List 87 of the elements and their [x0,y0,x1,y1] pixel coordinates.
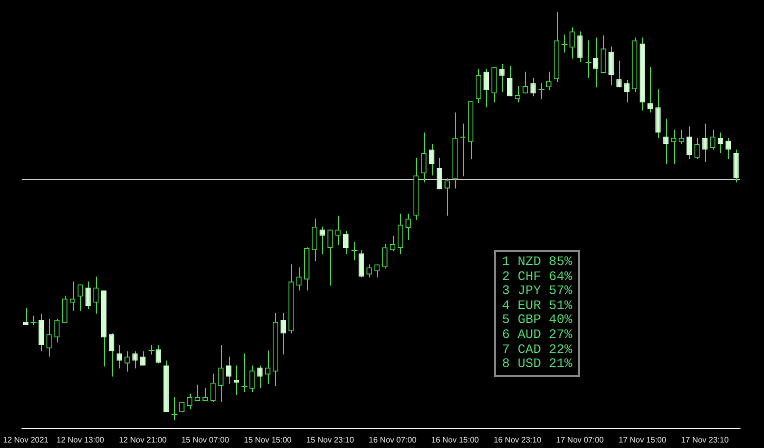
candlestick [444,178,450,216]
candlestick [624,79,630,103]
candlestick [335,215,341,246]
candlestick [522,71,528,94]
candlestick [54,318,60,343]
x-tick-label: 17 Nov 15:00 [618,435,667,444]
candlestick [608,46,614,86]
candlestick [530,77,536,97]
candlestick [670,129,676,164]
candlestick [733,149,739,183]
x-tick-label: 16 Nov 07:00 [368,435,417,444]
candlestick [663,118,669,164]
candlestick [678,129,684,144]
candlestick [476,68,482,104]
annotation: 7 CAD 22% [502,342,572,358]
x-tick-label: 12 Nov 21:00 [118,435,168,444]
candlestick [499,63,505,93]
candlestick [686,126,692,160]
x-tick-label: 15 Nov 07:00 [181,435,230,444]
candlestick [210,373,216,402]
x-tick-label: 12 Nov 13:00 [56,435,105,444]
candlestick [46,318,52,358]
candlestick [655,88,661,138]
candlestick [484,68,490,108]
candlestick [358,250,364,278]
candlestick [538,82,545,100]
annotation: 3 JPY 57% [502,283,572,299]
annotation: 6 AUD 27% [502,326,572,343]
candlestick [327,229,333,286]
candlestick [600,34,606,74]
candlestick [436,157,442,190]
candlestick [241,352,248,393]
candlestick [264,350,270,384]
x-tick-label: 15 Nov 23:10 [306,435,354,444]
candlestick [226,356,232,384]
candlestick [116,344,122,369]
candlestick [78,284,84,312]
candlestick [202,388,208,402]
candlestick [62,295,68,324]
candlestick [390,235,396,252]
candlestick [194,384,200,402]
candlestick [257,365,263,388]
candlestick [148,344,155,356]
candlestick [569,26,575,60]
candlestick [398,213,404,255]
candlestick [506,66,512,97]
x-tick-label: 17 Nov 23:10 [681,435,730,444]
candlestick [546,71,552,91]
candlestick [577,30,583,62]
candlestick [30,315,37,326]
candlestick [561,34,568,54]
x-tick-label: 12 Nov 2021 [2,435,49,444]
candlestick [108,332,114,378]
candlestick [296,266,302,291]
candlestick [249,365,255,393]
candlestick [343,230,348,255]
candlestick [694,137,700,160]
candlestick [421,132,427,183]
annotation: 4 EUR 51% [502,298,572,314]
candlestick [124,350,130,372]
annotation: 2 CHF 64% [502,268,572,284]
candlestick [585,40,592,78]
candlestick [382,243,388,269]
candlestick [85,280,91,310]
candlestick [171,396,178,421]
candlestick [320,226,326,255]
candlestick [647,66,653,114]
x-tick-label: 16 Nov 15:00 [431,435,480,444]
candlestick [93,276,99,314]
annotation: 8 USD 21% [502,356,572,372]
candlestick [70,280,76,312]
x-tick-label: 17 Nov 07:00 [556,435,604,444]
candlestick [351,241,358,261]
candlestick [38,313,44,352]
candlestick [280,312,286,356]
x-tick-label: 15 Nov 15:00 [244,435,292,444]
candlestick [702,123,708,162]
candlestick [312,218,318,262]
annotation: 5 GBP 40% [502,312,572,328]
candlestick [710,129,716,150]
candlestick [132,350,138,369]
candlestick [405,213,411,240]
candlestick [218,344,224,402]
annotation: 1 NZD 85% [502,254,572,270]
x-tick-label: 16 Nov 23:10 [494,435,542,444]
candlestick [428,143,434,176]
candlestick [726,137,732,160]
